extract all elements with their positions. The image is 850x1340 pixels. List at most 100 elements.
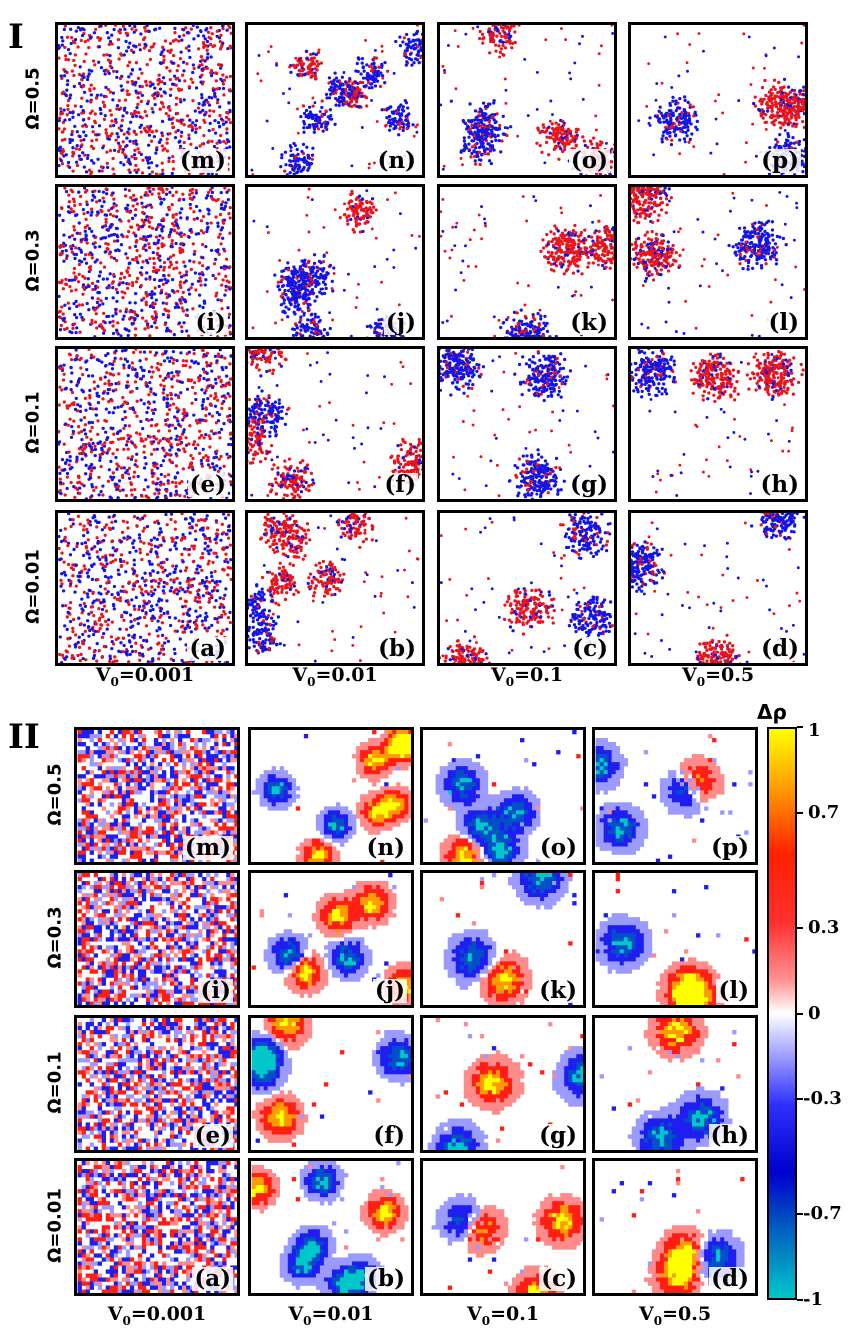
particle	[278, 259, 282, 262]
particle	[67, 235, 72, 239]
particle	[139, 195, 143, 199]
particle	[61, 218, 65, 223]
particle	[118, 309, 122, 313]
particle	[66, 79, 70, 83]
particle	[185, 216, 189, 220]
particle	[221, 236, 225, 240]
particle	[364, 38, 368, 42]
particle	[670, 138, 674, 142]
particle	[476, 123, 480, 127]
particle	[58, 146, 61, 150]
particle	[77, 81, 82, 86]
particle	[386, 120, 391, 125]
particle	[545, 329, 550, 334]
particle	[783, 128, 787, 132]
particle	[150, 293, 154, 297]
particle	[314, 271, 318, 275]
particle	[416, 53, 420, 58]
particle	[161, 76, 166, 80]
particle-snapshot-panel: (o)	[437, 22, 617, 178]
particle	[678, 138, 682, 142]
particle	[119, 124, 124, 128]
particle	[544, 140, 549, 145]
particle	[313, 71, 317, 75]
particle	[58, 163, 61, 168]
particle	[481, 145, 485, 149]
particle	[73, 313, 77, 317]
particle	[463, 144, 468, 148]
particle	[792, 101, 797, 105]
particle	[477, 150, 482, 154]
particle	[111, 286, 115, 290]
particle	[132, 153, 137, 157]
particle	[148, 57, 153, 62]
particle	[120, 290, 124, 294]
particle	[549, 99, 553, 103]
particle	[486, 152, 490, 156]
particle	[551, 113, 554, 116]
particle	[96, 35, 100, 40]
particle	[578, 254, 582, 259]
particle	[266, 231, 270, 235]
particle	[82, 212, 86, 216]
particle	[276, 280, 281, 284]
particle	[105, 31, 109, 35]
particle	[214, 249, 218, 253]
particle	[58, 116, 62, 120]
particle	[315, 59, 319, 63]
particle	[579, 230, 584, 235]
particle	[167, 114, 171, 118]
particle	[206, 265, 210, 270]
particle	[415, 130, 419, 134]
particle	[134, 207, 138, 212]
particle	[135, 105, 139, 110]
particle	[467, 119, 471, 123]
particle	[340, 88, 344, 93]
particle	[208, 42, 213, 47]
particle	[674, 99, 678, 103]
particle	[152, 277, 157, 282]
particle	[485, 105, 490, 109]
particle	[212, 144, 217, 149]
particle	[391, 122, 395, 126]
particle	[299, 315, 303, 319]
particle	[560, 140, 565, 144]
particle	[184, 300, 188, 304]
particle	[398, 127, 402, 131]
particle	[193, 271, 198, 275]
particle	[177, 140, 181, 144]
particle	[354, 197, 358, 202]
particle	[753, 104, 758, 108]
particle	[325, 96, 329, 100]
particle	[207, 129, 211, 133]
particle	[62, 327, 67, 332]
particle	[125, 111, 129, 115]
particle	[322, 253, 326, 257]
particle	[306, 70, 310, 75]
particle	[69, 188, 73, 192]
particle	[195, 25, 199, 29]
particle	[154, 172, 159, 175]
particle	[176, 305, 181, 310]
particle	[184, 46, 188, 50]
particle	[103, 320, 107, 325]
particle	[342, 288, 346, 292]
particle	[470, 145, 475, 149]
particle	[543, 161, 547, 165]
particle	[296, 131, 300, 135]
particle	[441, 167, 445, 171]
particle	[188, 55, 192, 60]
particle	[531, 335, 536, 337]
particle	[658, 120, 662, 124]
particle	[803, 149, 805, 153]
particle	[441, 64, 445, 68]
particle	[181, 192, 185, 196]
particle	[77, 221, 81, 225]
particle	[349, 334, 353, 337]
particle	[61, 312, 65, 316]
particle	[67, 278, 71, 282]
particle	[133, 317, 137, 321]
particle	[304, 284, 308, 288]
particle	[187, 136, 191, 141]
particle	[370, 197, 375, 201]
